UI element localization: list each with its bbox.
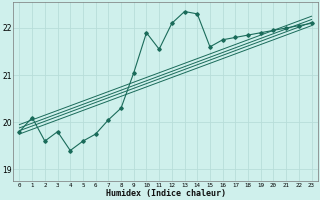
X-axis label: Humidex (Indice chaleur): Humidex (Indice chaleur) xyxy=(106,189,226,198)
